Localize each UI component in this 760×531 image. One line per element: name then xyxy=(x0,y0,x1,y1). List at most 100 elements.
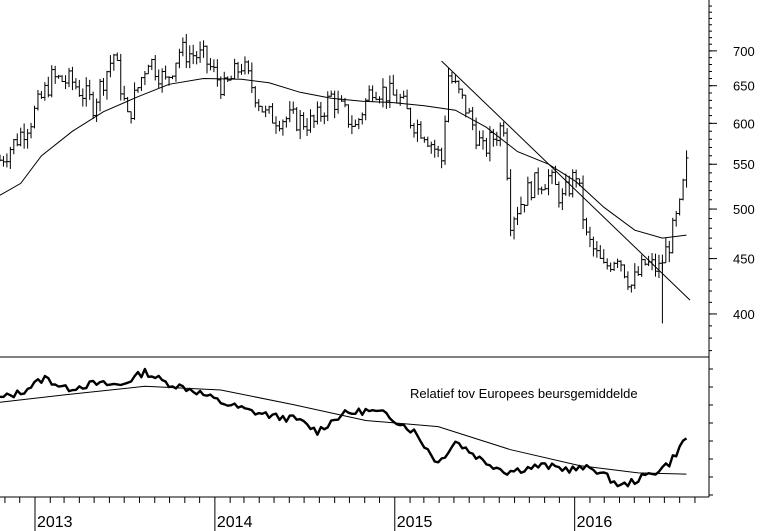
ohlc-bar xyxy=(467,108,472,114)
ohlc-bar xyxy=(432,139,437,158)
ohlc-bar xyxy=(139,77,144,92)
ohlc-bar xyxy=(67,67,71,88)
ohlc-bar xyxy=(508,169,513,237)
ohlc-bar xyxy=(170,75,175,80)
relative-strength-line xyxy=(0,367,688,488)
ohlc-bar xyxy=(270,103,275,124)
ohlc-bar xyxy=(418,121,423,139)
ohlc-bar xyxy=(477,130,482,146)
ohlc-bar xyxy=(298,110,303,140)
ohlc-bar xyxy=(498,122,503,147)
ohlc-bar xyxy=(563,173,568,196)
ohlc-bar xyxy=(446,67,451,123)
y-tick-label: 400 xyxy=(733,307,755,322)
ohlc-bar xyxy=(215,59,220,87)
ohlc-bar xyxy=(153,55,158,81)
ohlc-bar xyxy=(111,53,116,71)
ohlc-bar xyxy=(619,260,623,272)
x-tick-label: 2014 xyxy=(217,514,253,531)
ohlc-bar xyxy=(229,75,234,81)
ohlc-bar xyxy=(408,107,413,129)
ohlc-bar xyxy=(667,240,672,263)
ohlc-bar xyxy=(449,71,454,84)
ohlc-bar xyxy=(218,76,223,99)
ohlc-bar xyxy=(439,147,444,169)
ohlc-bar xyxy=(612,261,617,271)
ohlc-bar xyxy=(601,249,606,264)
ohlc-bar xyxy=(529,181,534,201)
ohlc-bar xyxy=(177,48,182,69)
ohlc-bar xyxy=(239,63,244,75)
ohlc-bar xyxy=(101,78,106,96)
ohlc-bar xyxy=(349,115,354,135)
x-tick-label: 2013 xyxy=(37,514,73,531)
ohlc-bar xyxy=(84,77,89,107)
ohlc-bar xyxy=(25,128,30,149)
relative-strength-title: Relatief tov Europees beursgemiddelde xyxy=(410,386,638,401)
ohlc-bar xyxy=(636,266,641,276)
x-tick-label: 2015 xyxy=(397,514,433,531)
ohlc-bar xyxy=(515,206,520,225)
ohlc-bar xyxy=(249,62,254,94)
ohlc-bar xyxy=(481,130,485,150)
ohlc-bar xyxy=(98,78,103,112)
ohlc-bar xyxy=(118,53,123,101)
ohlc-bar xyxy=(11,138,16,155)
ohlc-bar xyxy=(108,55,113,78)
y-tick-label: 450 xyxy=(733,252,755,267)
ohlc-bar xyxy=(429,141,434,154)
ohlc-bar xyxy=(405,89,410,110)
ohlc-bar xyxy=(53,65,58,84)
ohlc-bar xyxy=(146,64,151,75)
y-tick-label: 650 xyxy=(733,79,755,94)
ohlc-bar xyxy=(353,119,358,127)
ohlc-bar xyxy=(581,175,586,230)
ohlc-bar xyxy=(260,105,265,113)
ohlc-bar xyxy=(384,86,389,109)
ohlc-bar xyxy=(70,66,75,91)
ohlc-bars xyxy=(0,34,689,324)
ohlc-bar xyxy=(629,284,634,293)
ohlc-bar xyxy=(398,93,403,106)
ohlc-bar xyxy=(142,70,147,86)
ohlc-bar xyxy=(77,79,82,97)
ohlc-bar xyxy=(387,75,392,109)
ohlc-bar xyxy=(632,263,637,290)
ohlc-bar xyxy=(456,80,461,94)
ohlc-bar xyxy=(329,90,334,98)
ohlc-bar xyxy=(625,271,630,290)
trend-line xyxy=(441,60,691,301)
y-tick-label: 600 xyxy=(733,116,755,131)
ohlc-bar xyxy=(305,118,310,136)
ohlc-bar xyxy=(663,237,668,264)
ohlc-bar xyxy=(484,137,489,157)
ohlc-bar xyxy=(539,186,544,195)
ohlc-bar xyxy=(684,150,689,188)
ohlc-bar xyxy=(605,258,610,270)
ohlc-bar xyxy=(501,121,506,137)
ohlc-bar xyxy=(39,91,44,99)
ohlc-bar xyxy=(35,89,40,111)
ohlc-bar xyxy=(191,44,196,65)
ohlc-bar xyxy=(22,123,27,149)
ohlc-bar xyxy=(4,153,9,168)
ohlc-bar xyxy=(205,45,209,74)
ohlc-bar xyxy=(584,217,589,236)
ohlc-bar xyxy=(253,86,258,108)
ohlc-bar xyxy=(287,101,292,123)
ohlc-bar xyxy=(246,60,251,75)
ohlc-bar xyxy=(315,101,320,125)
ohlc-bar xyxy=(546,169,551,196)
ohlc-bar xyxy=(670,217,675,254)
ohlc-bar xyxy=(391,74,396,96)
ohlc-bar xyxy=(463,94,468,118)
ohlc-bar xyxy=(322,112,327,125)
ohlc-bar xyxy=(187,45,192,69)
ohlc-bar xyxy=(160,68,165,93)
ohlc-bar xyxy=(615,258,620,268)
ohlc-bar xyxy=(87,79,92,100)
y-tick-label: 550 xyxy=(733,157,755,172)
ohlc-bar xyxy=(180,37,185,57)
